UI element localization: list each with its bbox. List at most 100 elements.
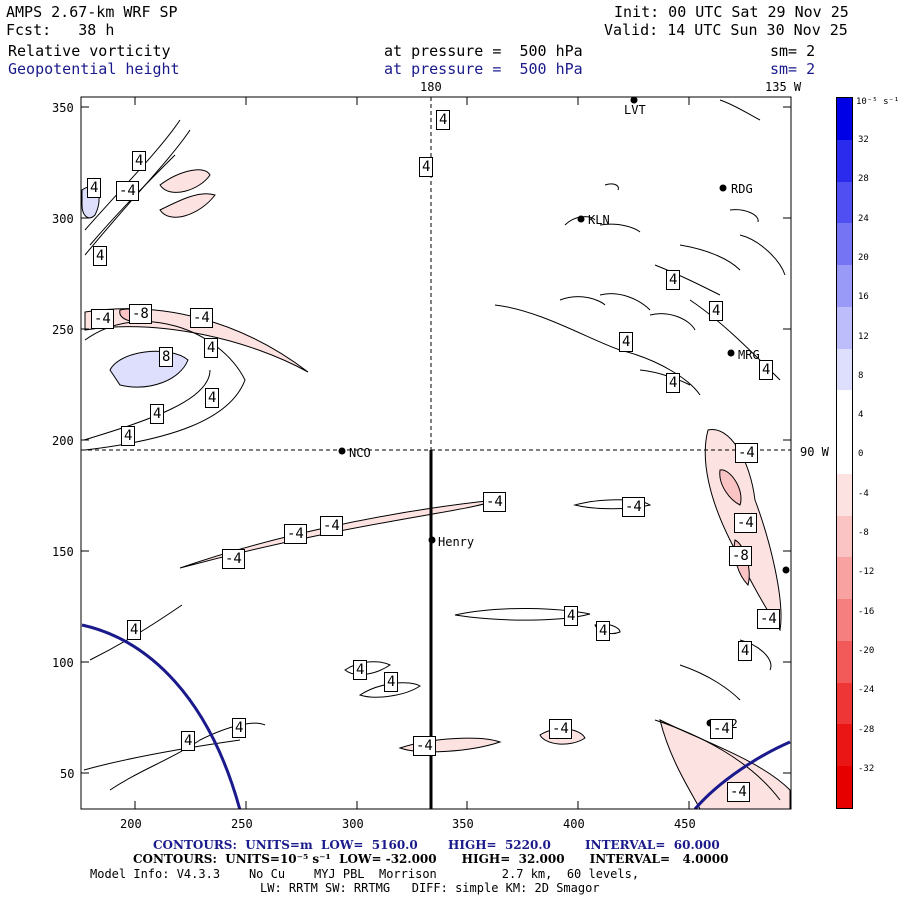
colorbar-tick-label: -12 (858, 567, 875, 578)
station-dot-rdg (719, 184, 727, 192)
colorbar-tick-label: 12 (858, 331, 869, 342)
contour-label: 4 (596, 621, 611, 641)
colorbar-segment (837, 599, 852, 641)
contour-label: -4 (622, 497, 645, 517)
colorbar-tick-label: -32 (858, 763, 875, 774)
colorbar-tick-label: 8 (858, 370, 864, 381)
station-label-kln: KLN (588, 213, 610, 227)
contour-label: -4 (91, 309, 114, 329)
contour-label: -8 (729, 546, 752, 566)
init-time: Init: 00 UTC Sat 29 Nov 25 (614, 3, 849, 21)
lon-label-90w: 90 W (800, 445, 829, 459)
contour-label: -4 (727, 782, 750, 802)
contour-label: -4 (116, 181, 139, 201)
colorbar-tick-label: 16 (858, 292, 869, 303)
station-dot-nco (338, 447, 346, 455)
colorbar-tick-label: -16 (858, 606, 875, 617)
contour-label: 4 (127, 620, 142, 640)
height-contour-interval: INTERVAL= 60.000 (585, 838, 720, 852)
contour-label: -8 (129, 304, 152, 324)
colorbar-segment (837, 557, 852, 600)
lon-label-180: 180 (420, 80, 442, 94)
contour-label: 4 (666, 373, 681, 393)
vorticity-contour-info: CONTOURS: UNITS=10⁻⁵ s⁻¹ LOW= -32.000 HI… (133, 852, 729, 866)
contour-label: 4 (181, 731, 196, 751)
y-tick-label: 350 (52, 101, 74, 115)
valid-time: Valid: 14 UTC Sun 30 Nov 25 (604, 21, 848, 39)
colorbar-segment (837, 139, 852, 182)
colorbar-segment (837, 432, 852, 474)
map-field (81, 99, 791, 809)
x-tick-label: 300 (342, 817, 364, 831)
contour-label: 4 (666, 270, 681, 290)
model-title: AMPS 2.67-km WRF SP (6, 3, 178, 21)
colorbar-tick-label: 0 (858, 449, 864, 460)
colorbar-segment (837, 265, 852, 307)
colorbar-tick-label: -28 (858, 724, 875, 735)
colorbar-tick-label: 28 (858, 174, 869, 185)
contour-label: 4 (709, 301, 724, 321)
contour-label: 4 (738, 641, 753, 661)
colorbar-tick-label: 32 (858, 135, 869, 145)
field1-level: at pressure = 500 hPa (384, 42, 583, 60)
colorbar-tick-label: 20 (858, 252, 869, 263)
field1-smoothing: sm= 2 (770, 42, 816, 60)
colorbar-segment (837, 348, 852, 391)
colorbar-segment (837, 724, 852, 767)
contour-label: 4 (384, 672, 399, 692)
colorbar (836, 97, 853, 809)
contour-label: 4 (353, 660, 368, 680)
contour-label: 4 (132, 151, 147, 171)
station-dot-kln (577, 215, 585, 223)
physics-info: LW: RRTM SW: RRTMG DIFF: simple KM: 2D S… (260, 881, 600, 895)
contour-label: -4 (549, 719, 572, 739)
y-tick-label: 300 (52, 212, 74, 226)
y-tick-label: 150 (52, 545, 74, 559)
contour-label: -4 (320, 516, 343, 536)
neg-vorticity-upper-2 (159, 193, 216, 218)
model-info: Model Info: V4.3.3 No Cu MYJ PBL Morriso… (90, 867, 640, 881)
contour-label: -4 (483, 492, 506, 512)
contour-label: -4 (413, 736, 436, 756)
colorbar-segment (837, 98, 852, 140)
colorbar-segment (837, 640, 852, 683)
contour-label: 4 (436, 110, 451, 130)
colorbar-tick-label: 24 (858, 213, 869, 224)
contour-label: 4 (93, 246, 108, 266)
plot-frame (80, 96, 792, 810)
contour-label: 4 (121, 426, 136, 446)
colorbar-tick-label: -24 (858, 685, 875, 696)
x-tick-label: 250 (231, 817, 253, 831)
forecast-hour: Fcst: 38 h (6, 21, 115, 39)
colorbar-tick-label: -20 (858, 645, 875, 656)
contour-label: -4 (284, 524, 307, 544)
colorbar-segment (837, 181, 852, 224)
field2-smoothing: sm= 2 (770, 60, 816, 78)
station-label-henry: Henry (438, 535, 475, 549)
contour-label: 4 (619, 332, 634, 352)
colorbar-segment (837, 515, 852, 558)
y-tick-label: 100 (52, 656, 74, 670)
station-dot-henry (428, 536, 436, 544)
contour-label: -4 (222, 549, 245, 569)
station-dot-lvt (630, 96, 638, 104)
contour-label: 4 (419, 157, 434, 177)
colorbar-tick-label: -8 (858, 528, 869, 538)
contour-label: 4 (232, 718, 247, 738)
contour-label: 4 (87, 178, 102, 198)
field1-name: Relative vorticity (8, 42, 171, 60)
station-dot-east (782, 566, 790, 574)
contour-label: -4 (190, 308, 213, 328)
height-contour-info: CONTOURS: UNITS=m LOW= 5160.0 (153, 838, 418, 852)
x-tick-label: 350 (452, 817, 474, 831)
y-tick-label: 250 (52, 323, 74, 337)
contour-label: 4 (150, 404, 165, 424)
colorbar-segment (837, 223, 852, 266)
height-contour-high: HIGH= 5220.0 (448, 838, 551, 852)
colorbar-segment (837, 390, 852, 433)
height-contour-southeast (693, 740, 791, 809)
colorbar-segment (837, 682, 852, 725)
contour-label: 4 (564, 606, 579, 626)
field2-name: Geopotential height (8, 60, 180, 78)
